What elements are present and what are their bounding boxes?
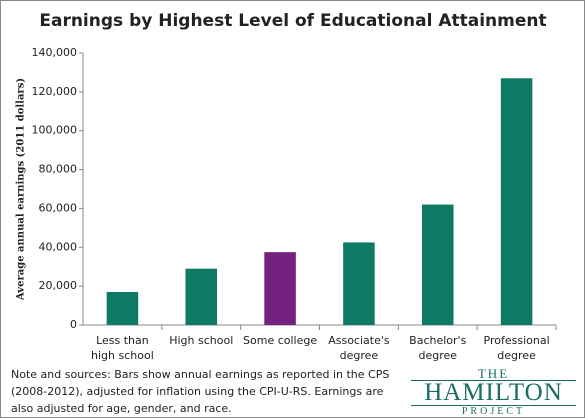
x-tick-label: Bachelor's degree bbox=[409, 334, 467, 362]
x-tick-label: High school bbox=[169, 334, 234, 347]
y-tick-label: 80,000 bbox=[39, 163, 78, 176]
logo-middle: HAMILTON bbox=[411, 380, 576, 406]
y-tick-label: 100,000 bbox=[32, 124, 78, 137]
bar bbox=[106, 291, 139, 325]
logo-top: THE bbox=[477, 366, 510, 381]
y-tick-label: 40,000 bbox=[39, 240, 78, 253]
bar bbox=[500, 78, 533, 325]
x-tick-label: Professional degree bbox=[483, 334, 550, 362]
bar bbox=[343, 242, 375, 325]
note: Note and sources: Bars show annual earni… bbox=[11, 368, 390, 415]
x-tick-label: Less than high school bbox=[91, 334, 154, 362]
logo-bottom: PROJECT bbox=[461, 406, 526, 417]
y-axis-label: Average annual earnings (2011 dollars) bbox=[16, 78, 27, 301]
y-tick-label: 20,000 bbox=[39, 279, 78, 292]
logo: THE HAMILTON PROJECT bbox=[411, 366, 576, 417]
y-tick-label: 120,000 bbox=[32, 85, 78, 98]
chart-title: Earnings by Highest Level of Educational… bbox=[39, 11, 546, 31]
y-tick-label: 60,000 bbox=[39, 201, 78, 214]
x-tick-label: Associate's degree bbox=[328, 334, 390, 362]
bar bbox=[185, 268, 218, 325]
bar bbox=[421, 204, 454, 325]
y-tick-label: 140,000 bbox=[32, 46, 78, 59]
bar bbox=[264, 252, 296, 325]
y-tick-label: 0 bbox=[70, 318, 77, 331]
x-tick-label: Some college bbox=[243, 334, 318, 347]
